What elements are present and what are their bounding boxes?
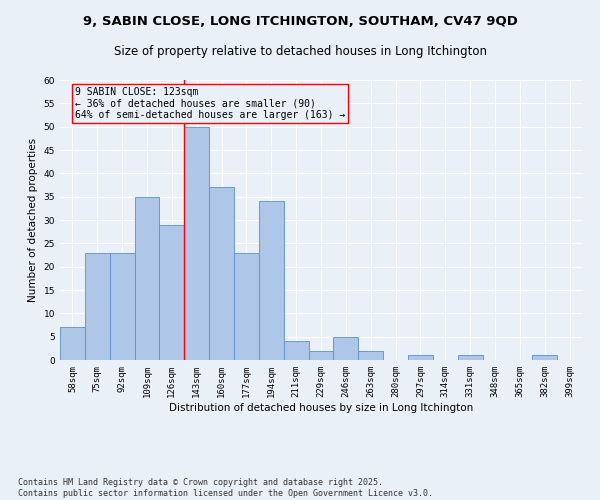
Bar [308,350,334,360]
Bar [408,356,433,360]
Bar [60,328,85,360]
Text: Contains HM Land Registry data © Crown copyright and database right 2025.
Contai: Contains HM Land Registry data © Crown c… [18,478,433,498]
Bar [334,336,358,360]
Bar [85,252,110,360]
Bar [160,224,184,360]
Text: 9 SABIN CLOSE: 123sqm
← 36% of detached houses are smaller (90)
64% of semi-deta: 9 SABIN CLOSE: 123sqm ← 36% of detached … [75,87,345,120]
Bar [184,126,209,360]
Bar [284,342,308,360]
Y-axis label: Number of detached properties: Number of detached properties [28,138,38,302]
Bar [458,356,482,360]
Bar [234,252,259,360]
Text: Size of property relative to detached houses in Long Itchington: Size of property relative to detached ho… [113,45,487,58]
Bar [358,350,383,360]
Bar [259,202,284,360]
X-axis label: Distribution of detached houses by size in Long Itchington: Distribution of detached houses by size … [169,402,473,412]
Bar [110,252,134,360]
Text: 9, SABIN CLOSE, LONG ITCHINGTON, SOUTHAM, CV47 9QD: 9, SABIN CLOSE, LONG ITCHINGTON, SOUTHAM… [83,15,517,28]
Bar [134,196,160,360]
Bar [532,356,557,360]
Bar [209,188,234,360]
